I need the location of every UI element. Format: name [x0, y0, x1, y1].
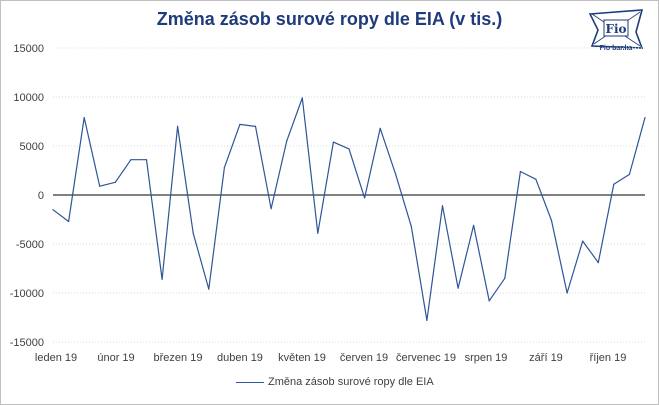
data-point [317, 232, 319, 234]
data-point [348, 148, 350, 150]
data-point [208, 288, 210, 290]
y-tick-label: 15000 [13, 43, 44, 55]
data-point [177, 125, 179, 127]
x-tick-label: leden 19 [35, 352, 77, 364]
data-point [332, 141, 335, 143]
data-point [613, 183, 615, 185]
data-point [270, 208, 272, 210]
data-point [130, 159, 132, 161]
y-tick-label: 10000 [13, 92, 44, 104]
data-point [239, 123, 241, 126]
data-point [644, 116, 646, 119]
data-point [597, 262, 599, 264]
data-point [114, 181, 116, 183]
data-point [379, 127, 381, 129]
data-point [410, 225, 412, 227]
data-point [286, 140, 288, 142]
x-axis-ticks: leden 19 únor 19 březen 19 duben 19 květen 1… [35, 352, 626, 364]
data-point [550, 219, 553, 222]
data-point [426, 319, 428, 322]
data-point [301, 97, 303, 99]
x-tick-label: srpen 19 [465, 352, 508, 364]
x-tick-label: červenec 19 [396, 352, 456, 364]
y-tick-label: 5000 [20, 141, 44, 153]
gridlines [53, 47, 645, 343]
legend-label: Změna zásob surové ropy dle EIA [268, 376, 434, 388]
data-point [582, 240, 584, 242]
data-point [254, 125, 257, 127]
fio-banka-logo-icon: Fio [588, 9, 644, 49]
data-point [535, 178, 537, 180]
data-point [441, 205, 444, 207]
data-point [566, 292, 568, 294]
x-tick-label: září 19 [529, 352, 563, 364]
series-group [52, 97, 646, 322]
data-point [52, 209, 54, 211]
data-point [628, 173, 631, 176]
data-point [519, 170, 521, 173]
data-point [223, 166, 225, 169]
logo-caption: Fio banka [599, 45, 633, 52]
x-tick-label: březen 19 [154, 352, 203, 364]
x-tick-label: květen 19 [278, 352, 326, 364]
data-point [457, 287, 459, 289]
y-tick-label: -15000 [10, 337, 44, 349]
legend-line-swatch [236, 381, 264, 383]
y-axis-ticks: 15000 10000 5000 0 -5000 -10000 -15000 [10, 43, 44, 349]
data-point [488, 300, 490, 302]
data-point [83, 116, 85, 119]
data-point [161, 278, 163, 280]
series-line [52, 97, 646, 321]
x-tick-label: červen 19 [340, 352, 388, 364]
data-point [67, 220, 70, 223]
y-tick-label: -5000 [16, 239, 44, 251]
data-point [395, 173, 397, 176]
x-tick-label: únor 19 [97, 352, 134, 364]
x-tick-label: říjen 19 [590, 352, 627, 364]
x-tick-label: duben 19 [217, 352, 263, 364]
svg-text:Fio: Fio [605, 22, 626, 36]
data-point [504, 277, 506, 279]
data-point [99, 185, 101, 187]
legend: Změna zásob surové ropy dle EIA [236, 374, 434, 390]
data-point [192, 232, 194, 234]
data-point [473, 224, 475, 226]
data-point [145, 159, 148, 161]
data-point [363, 197, 366, 199]
chart-title: Změna zásob surové ropy dle EIA (v tis.) [156, 9, 503, 29]
y-tick-label: -10000 [10, 288, 44, 300]
y-tick-label: 0 [38, 190, 44, 202]
